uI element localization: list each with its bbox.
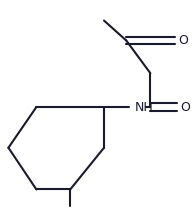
Text: O: O: [180, 101, 190, 113]
Text: O: O: [178, 34, 188, 47]
Text: NH: NH: [135, 101, 154, 113]
